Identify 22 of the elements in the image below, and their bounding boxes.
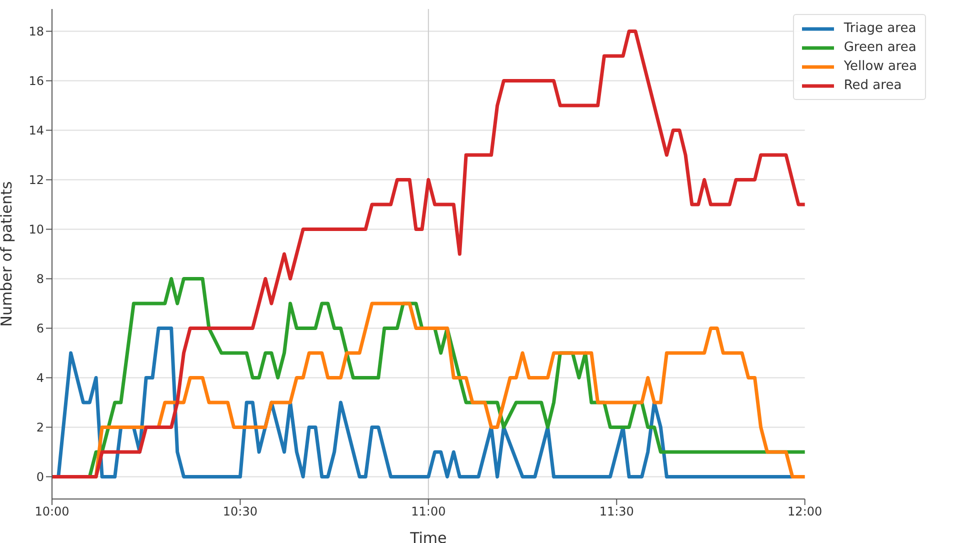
- y-tick-label: 14: [28, 124, 44, 138]
- x-tick-label: 10:30: [222, 504, 258, 519]
- x-tick-label: 11:30: [599, 504, 634, 519]
- y-tick-label: 12: [28, 173, 44, 188]
- legend-label: Green area: [844, 40, 916, 55]
- y-tick-label: 18: [28, 24, 44, 39]
- legend-label: Red area: [844, 78, 902, 93]
- x-tick-label: 10:00: [34, 504, 70, 519]
- y-axis-title: Number of patients: [0, 181, 16, 327]
- legend-label: Triage area: [844, 21, 916, 36]
- y-tick-label: 4: [36, 370, 44, 385]
- y-tick-label: 6: [36, 322, 44, 336]
- legend-label: Yellow area: [844, 59, 917, 74]
- x-axis-title: Time: [409, 529, 447, 543]
- y-tick-label: 10: [28, 222, 44, 237]
- y-tick-label: 16: [28, 74, 44, 88]
- line-series: [52, 30, 805, 478]
- y-tick-label: 8: [36, 272, 44, 286]
- y-tick-label: 2: [36, 420, 44, 434]
- x-tick-label: 12:00: [788, 504, 822, 519]
- y-tick-label: 0: [36, 470, 44, 484]
- x-tick-label: 11:00: [411, 504, 446, 519]
